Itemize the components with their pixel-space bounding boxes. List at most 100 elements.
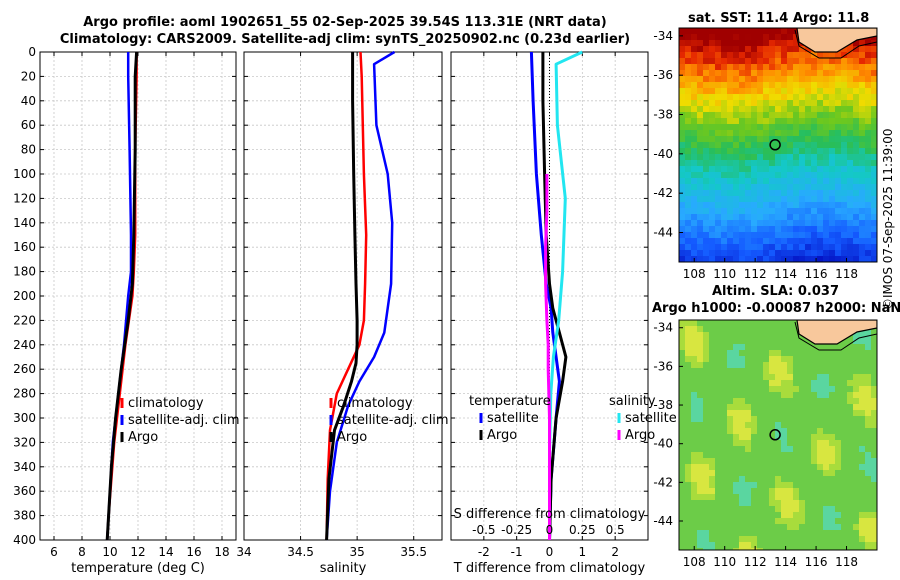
map-cell [775,214,781,220]
map-cell [709,464,715,470]
map-cell [727,82,733,88]
map-cell [691,202,697,208]
map-cell [739,416,745,422]
map-cell [793,82,799,88]
map-cell [793,542,799,548]
map-cell [691,356,697,362]
map-cell [697,190,703,196]
map-cell [715,238,721,244]
map-cell [805,362,811,368]
map-cell [733,440,739,446]
map-cell [757,380,763,386]
map-cell [697,470,703,476]
map-cell [781,70,787,76]
map-y-tick-label: -38 [653,398,673,412]
map-cell [841,220,847,226]
map-cell [775,166,781,172]
map-cell [751,332,757,338]
map-cell [679,148,685,154]
map-cell [697,338,703,344]
map-cell [793,452,799,458]
map-cell [745,112,751,118]
map-cell [685,482,691,488]
map-cell [727,368,733,374]
map-cell [715,368,721,374]
map-cell [679,34,685,40]
map-cell [757,386,763,392]
map-cell [679,64,685,70]
map-cell [811,94,817,100]
map-cell [691,476,697,482]
map-cell [853,344,859,350]
map-cell [751,94,757,100]
map-cell [703,380,709,386]
map-cell [679,94,685,100]
map-cell [859,422,865,428]
map-cell [859,506,865,512]
map-cell [775,70,781,76]
map-cell [709,94,715,100]
map-x-tick-label: 108 [683,267,706,281]
map-cell [727,470,733,476]
map-y-tick-label: -44 [653,514,673,528]
map-cell [835,214,841,220]
map-cell [859,46,865,52]
map-cell [679,470,685,476]
map-cell [847,482,853,488]
map-cell [835,548,841,550]
land-mass [796,28,877,53]
map-cell [703,250,709,256]
map-y-tick-label: -36 [653,68,673,82]
map-cell [763,124,769,130]
map-cell [733,52,739,58]
map-cell [763,512,769,518]
map-cell [733,220,739,226]
map-cell [751,536,757,542]
map-cell [775,536,781,542]
map-cell [841,404,847,410]
map-cell [859,374,865,380]
map-cell [745,512,751,518]
map-cell [805,356,811,362]
map-cell [685,124,691,130]
map-cell [691,52,697,58]
map-cell [769,362,775,368]
map-cell [871,356,877,362]
map-cell [751,256,757,262]
map-cell [757,440,763,446]
map-cell [697,440,703,446]
map-cell [841,542,847,548]
map-cell [697,524,703,530]
map-cell [679,326,685,332]
map-cell [763,332,769,338]
map-cell [709,374,715,380]
map-cell [733,344,739,350]
map-cell [823,356,829,362]
map-cell [685,404,691,410]
map-cell [727,256,733,262]
map-cell [703,488,709,494]
map-cell [691,64,697,70]
map-cell [853,380,859,386]
map-cell [733,250,739,256]
map-cell [841,250,847,256]
map-cell [799,196,805,202]
map-cell [793,380,799,386]
map-cell [721,416,727,422]
map-cell [721,320,727,326]
map-cell [679,40,685,46]
map-cell [847,422,853,428]
map-cell [865,238,871,244]
map-cell [823,148,829,154]
map-cell [703,368,709,374]
map-cell [739,458,745,464]
map-cell [691,70,697,76]
map-cell [775,344,781,350]
map-cell [745,214,751,220]
map-cell [829,374,835,380]
map-cell [715,28,721,34]
map-cell [817,106,823,112]
map-cell [853,64,859,70]
map-cell [847,148,853,154]
map-cell [781,46,787,52]
